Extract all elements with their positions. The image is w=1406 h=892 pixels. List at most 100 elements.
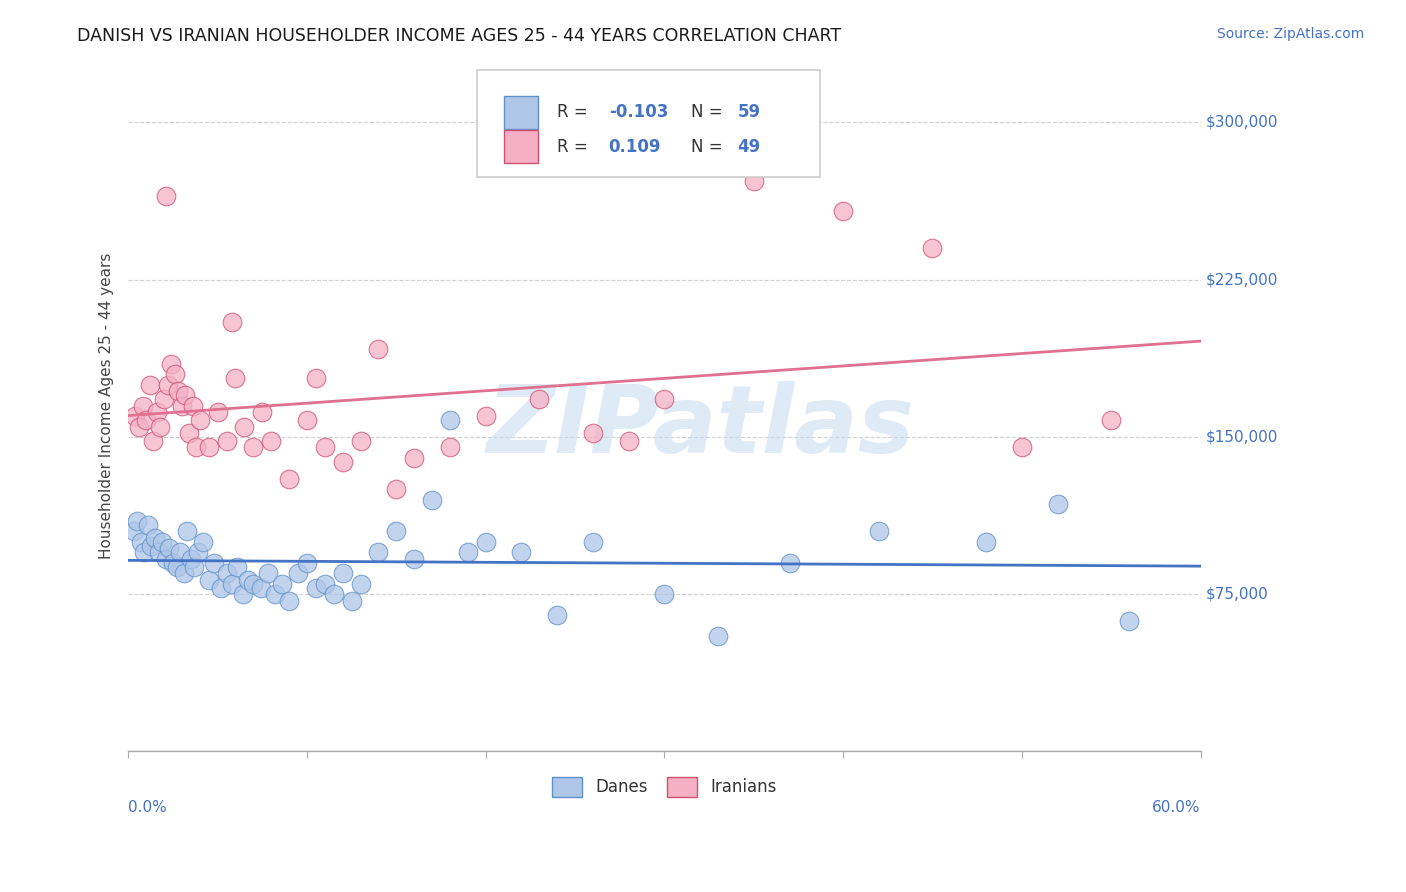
Point <box>582 425 605 440</box>
Point <box>439 441 461 455</box>
Point <box>256 566 278 581</box>
Point <box>163 367 186 381</box>
Point <box>617 434 640 449</box>
Point <box>186 441 208 455</box>
Text: 0.109: 0.109 <box>609 137 661 156</box>
Point <box>148 545 170 559</box>
Point <box>224 371 246 385</box>
Point <box>153 392 176 407</box>
Text: -0.103: -0.103 <box>609 103 668 121</box>
Point <box>221 576 243 591</box>
Text: Source: ZipAtlas.com: Source: ZipAtlas.com <box>1216 27 1364 41</box>
Text: R =: R = <box>557 103 593 121</box>
Point <box>295 413 318 427</box>
Point <box>215 566 238 581</box>
Point <box>232 587 254 601</box>
Point <box>367 342 389 356</box>
Point <box>236 573 259 587</box>
Point <box>128 419 150 434</box>
Point <box>1046 497 1069 511</box>
Point <box>142 434 165 449</box>
Point <box>278 472 301 486</box>
Point <box>1099 413 1122 427</box>
Point <box>921 241 943 255</box>
Text: $150,000: $150,000 <box>1206 429 1278 444</box>
Point <box>305 371 328 385</box>
Point <box>271 576 294 591</box>
FancyBboxPatch shape <box>503 130 538 163</box>
Point <box>278 593 301 607</box>
Point <box>143 531 166 545</box>
Point <box>209 581 232 595</box>
Point <box>332 455 354 469</box>
Point <box>385 483 408 497</box>
Point <box>124 409 146 423</box>
Point <box>155 551 177 566</box>
Point <box>314 576 336 591</box>
Point <box>654 587 676 601</box>
Point <box>287 566 309 581</box>
Point <box>187 545 209 559</box>
Point <box>742 174 765 188</box>
Text: N =: N = <box>692 103 728 121</box>
Text: 0.0%: 0.0% <box>128 800 167 815</box>
Point <box>193 534 215 549</box>
Point <box>654 392 676 407</box>
Point <box>529 392 551 407</box>
Point <box>127 514 149 528</box>
Point <box>420 492 443 507</box>
Point <box>155 189 177 203</box>
FancyBboxPatch shape <box>503 95 538 128</box>
Point <box>180 551 202 566</box>
Point <box>233 419 256 434</box>
Point <box>868 524 890 539</box>
Text: 59: 59 <box>737 103 761 121</box>
Point <box>340 593 363 607</box>
Point <box>332 566 354 581</box>
Point <box>167 384 190 398</box>
Text: $225,000: $225,000 <box>1206 272 1278 287</box>
Point <box>149 419 172 434</box>
Point <box>252 405 274 419</box>
Text: DANISH VS IRANIAN HOUSEHOLDER INCOME AGES 25 - 44 YEARS CORRELATION CHART: DANISH VS IRANIAN HOUSEHOLDER INCOME AGE… <box>77 27 841 45</box>
Point <box>170 399 193 413</box>
Point <box>474 409 496 423</box>
Point <box>183 560 205 574</box>
Point <box>1118 615 1140 629</box>
Point <box>181 399 204 413</box>
Point <box>546 608 568 623</box>
Point <box>215 434 238 449</box>
Point <box>779 556 801 570</box>
Point <box>314 441 336 455</box>
Point <box>439 413 461 427</box>
Legend: Danes, Iranians: Danes, Iranians <box>543 768 786 805</box>
Point <box>349 576 371 591</box>
Point <box>510 545 533 559</box>
Text: $75,000: $75,000 <box>1206 587 1268 602</box>
Point <box>349 434 371 449</box>
Point <box>122 524 145 539</box>
Point <box>135 413 157 427</box>
Point <box>305 581 328 595</box>
Point <box>582 534 605 549</box>
Point <box>146 405 169 419</box>
Point <box>260 434 283 449</box>
Point <box>832 203 855 218</box>
Y-axis label: Householder Income Ages 25 - 44 years: Householder Income Ages 25 - 44 years <box>100 252 114 558</box>
Point <box>404 551 426 566</box>
Text: R =: R = <box>557 137 599 156</box>
Point <box>157 541 180 555</box>
Point <box>166 560 188 574</box>
Point <box>202 556 225 570</box>
Point <box>197 441 219 455</box>
Point <box>169 545 191 559</box>
Point <box>1011 441 1033 455</box>
Point <box>174 388 197 402</box>
Point <box>162 556 184 570</box>
Point <box>207 405 229 419</box>
Text: 49: 49 <box>737 137 761 156</box>
Point <box>242 576 264 591</box>
FancyBboxPatch shape <box>477 70 820 178</box>
Point <box>263 587 285 601</box>
Point <box>226 560 249 574</box>
